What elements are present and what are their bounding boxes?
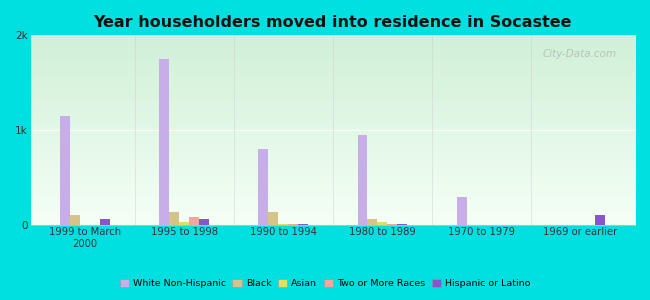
Bar xyxy=(189,217,199,225)
Bar xyxy=(199,219,209,225)
Bar xyxy=(179,222,189,225)
Bar xyxy=(358,135,367,225)
Bar xyxy=(169,212,179,225)
Bar xyxy=(387,224,397,225)
Bar xyxy=(378,222,387,225)
Bar xyxy=(100,219,110,225)
Bar xyxy=(259,149,268,225)
Bar xyxy=(278,224,288,225)
Bar xyxy=(70,215,80,225)
Bar xyxy=(268,212,278,225)
Bar xyxy=(60,116,70,225)
Bar xyxy=(595,215,605,225)
Title: Year householders moved into residence in Socastee: Year householders moved into residence i… xyxy=(94,15,572,30)
Bar xyxy=(457,197,467,225)
Bar xyxy=(397,224,407,225)
Bar xyxy=(298,224,308,225)
Bar xyxy=(159,59,169,225)
Bar xyxy=(367,219,378,225)
Legend: White Non-Hispanic, Black, Asian, Two or More Races, Hispanic or Latino: White Non-Hispanic, Black, Asian, Two or… xyxy=(116,275,534,292)
Text: City-Data.com: City-Data.com xyxy=(543,49,617,58)
Bar xyxy=(288,224,298,225)
